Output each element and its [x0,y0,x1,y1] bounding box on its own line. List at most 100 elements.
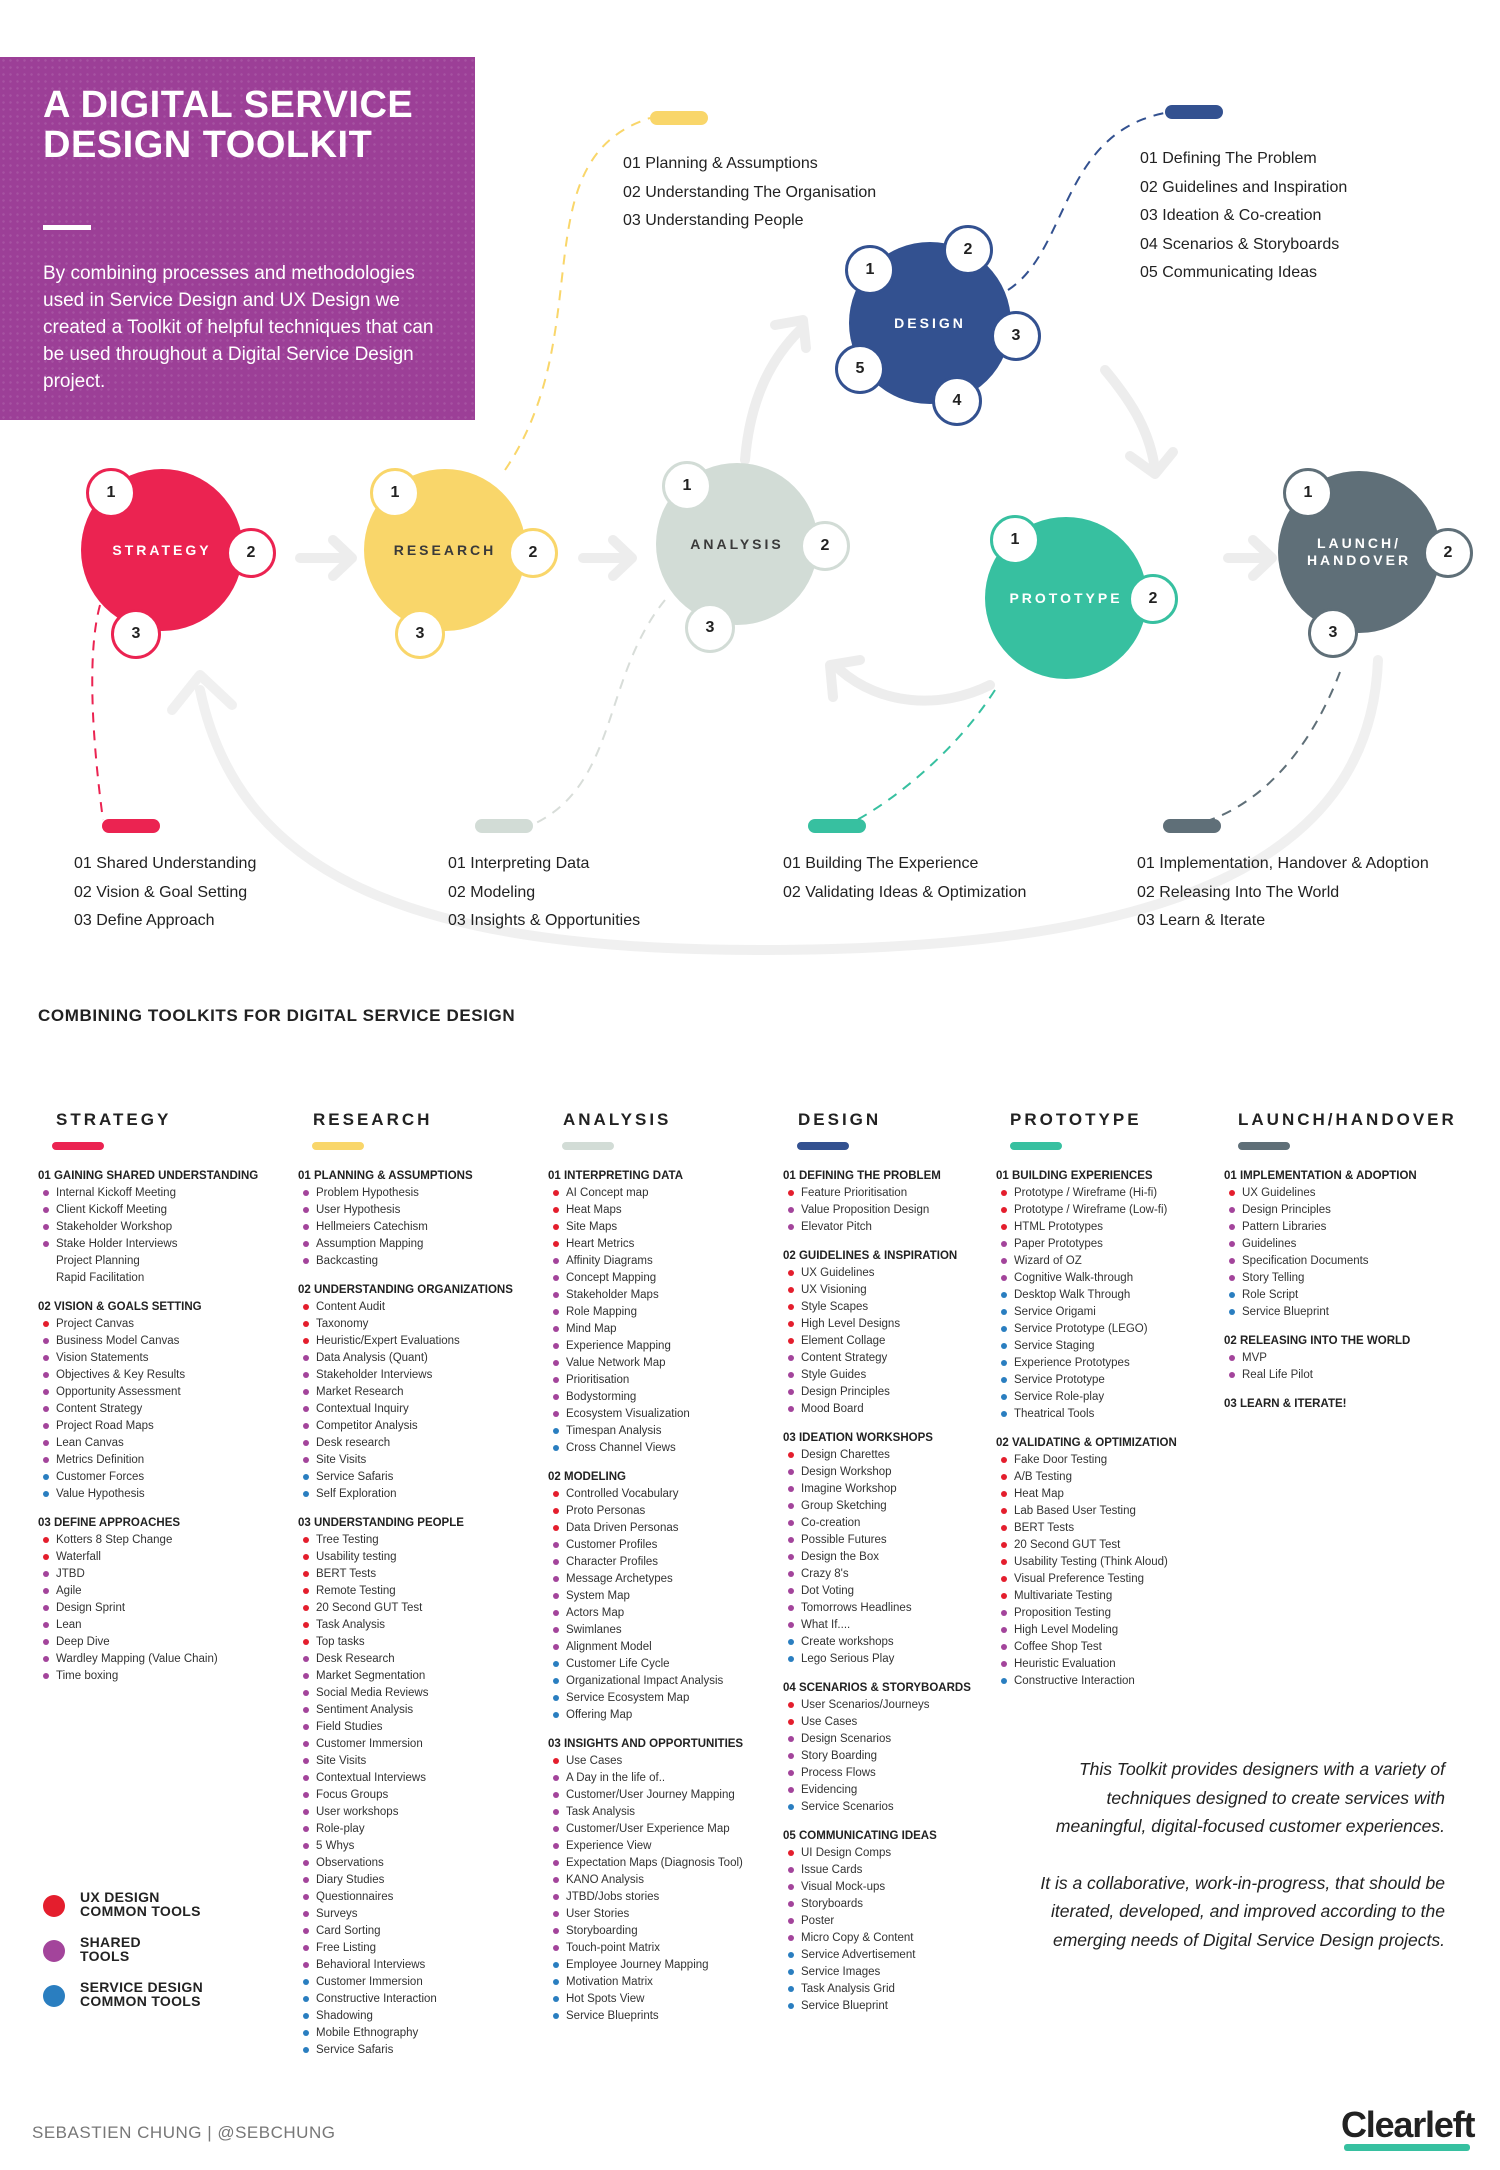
category-dot-icon [788,1901,794,1907]
tool-item-label: Pattern Libraries [1242,1221,1327,1233]
category-dot-icon [1229,1292,1235,1298]
tool-item: Actors Map [548,1605,743,1622]
tool-item: Alignment Model [548,1639,743,1656]
tool-item: Design Scenarios [783,1731,971,1748]
tool-item: Content Strategy [783,1350,971,1367]
legend-label-line2: TOOLS [80,1948,130,1964]
column-color-bar [312,1142,364,1150]
category-dot-icon [303,1622,309,1628]
tool-item: Free Listing [298,1940,513,1957]
tool-item: Data Driven Personas [548,1520,743,1537]
tool-item: Pattern Libraries [1224,1219,1457,1236]
tool-item: Customer Forces [38,1469,258,1486]
tool-item-label: 20 Second GUT Test [1014,1539,1121,1551]
tool-item-label: Service Blueprint [1242,1306,1329,1318]
category-dot-icon [553,1224,559,1230]
tool-item: Multivariate Testing [996,1588,1177,1605]
category-dot-icon [788,1702,794,1708]
tool-item-label: Content Strategy [56,1403,143,1415]
tool-item: Design Sprint [38,1600,258,1617]
design-step-3: 03 Ideation & Co-creation [1140,207,1322,224]
tool-item-label: Service Role-play [1014,1391,1105,1403]
tool-item: Observations [298,1855,513,1872]
tool-item-label: Controlled Vocabulary [566,1488,679,1500]
tool-item: Organizational Impact Analysis [548,1673,743,1690]
tool-item-label: Heuristic/Expert Evaluations [316,1335,460,1347]
tool-item: Paper Prototypes [996,1236,1177,1253]
tool-item: Message Archetypes [548,1571,743,1588]
tool-item-label: Assumption Mapping [316,1238,424,1250]
category-dot-icon [788,1969,794,1975]
category-dot-icon [1001,1326,1007,1332]
category-dot-icon [788,1355,794,1361]
research-step-3-badge: 3 [395,609,445,659]
tool-group: 01 DEFINING THE PROBLEM Feature Prioritis… [783,1168,971,1236]
tool-item: Storyboards [783,1896,971,1913]
tool-item: Lean [38,1617,258,1634]
tool-item: Service Blueprint [1224,1304,1457,1321]
launch-label: LAUNCH/ HANDOVER [1299,535,1419,569]
brand-logo: Clearleft [1341,2104,1475,2145]
tool-group-title: 01 BUILDING EXPERIENCES [996,1170,1153,1182]
tool-item: Competitor Analysis [298,1418,513,1435]
category-dot-icon [303,1741,309,1747]
tool-item-label: Backcasting [316,1255,379,1267]
tool-item: Heart Metrics [548,1236,743,1253]
tool-item: Service Blueprint [783,1998,971,2015]
tool-item: Bodystorming [548,1389,743,1406]
tool-item-label: Proto Personas [566,1505,646,1517]
arrow-research-analysis [578,535,637,581]
tool-item: Theatrical Tools [996,1406,1177,1423]
tool-item: Co-creation [783,1515,971,1532]
tool-item: System Map [548,1588,743,1605]
category-dot-icon [303,1304,309,1310]
tool-item: Service Safaris [298,2042,513,2059]
tool-item-label: Feature Prioritisation [801,1187,908,1199]
tool-item-label: Task Analysis [566,1806,636,1818]
tool-item-label: Proposition Testing [1014,1607,1111,1619]
tool-item-label: Diary Studies [316,1874,385,1886]
tool-item: Crazy 8's [783,1566,971,1583]
tool-group-title: 01 PLANNING & ASSUMPTIONS [298,1170,473,1182]
tool-group: 02 GUIDELINES & INSPIRATION UX Guidelines… [783,1248,971,1418]
tool-item: Constructive Interaction [298,1991,513,2008]
category-dot-icon [43,1440,49,1446]
tool-item-label: Poster [801,1915,835,1927]
category-dot-icon [553,1826,559,1832]
tool-item-label: Usability Testing (Think Aloud) [1014,1556,1168,1568]
category-dot-icon [553,1843,559,1849]
category-dot-icon [788,1918,794,1924]
analysis-step-3: 03 Insights & Opportunities [448,912,641,929]
tool-item: Customer Life Cycle [548,1656,743,1673]
tool-item: Cross Channel Views [548,1440,743,1457]
tool-item-label: Expectation Maps (Diagnosis Tool) [566,1857,743,1869]
category-dot-icon [788,1770,794,1776]
tool-item: Fake Door Testing [996,1452,1177,1469]
tool-item: Poster [783,1913,971,1930]
category-dot-icon [788,1537,794,1543]
tool-item-label: Heat Maps [566,1204,622,1216]
category-dot-icon [43,1355,49,1361]
tool-item-label: Offering Map [566,1709,633,1721]
tool-item: Project Road Maps [38,1418,258,1435]
category-dot-icon [788,1719,794,1725]
category-dot-icon [43,1673,49,1679]
launch-step-3-badge: 3 [1308,608,1358,658]
tool-item-label: Metrics Definition [56,1454,145,1466]
tool-item-label: Site Visits [316,1454,367,1466]
tool-item: 5 Whys [298,1838,513,1855]
intro-panel: A DIGITAL SERVICE DESIGN TOOLKIT By comb… [0,57,475,420]
tool-item: Design the Box [783,1549,971,1566]
category-dot-icon [1001,1593,1007,1599]
tool-item-label: JTBD [56,1568,85,1580]
tool-item-label: Fake Door Testing [1014,1454,1108,1466]
category-dot-icon [303,1656,309,1662]
category-dot-icon [43,1588,49,1594]
tool-item-label: Design Principles [801,1386,890,1398]
category-dot-icon [553,1996,559,2002]
tool-item: Hellmeiers Catechism [298,1219,513,1236]
closing-note: This Toolkit provides designers with a v… [1040,1755,1445,1982]
tool-item: Service Images [783,1964,971,1981]
category-dot-icon [788,1804,794,1810]
category-dot-icon [1229,1372,1235,1378]
